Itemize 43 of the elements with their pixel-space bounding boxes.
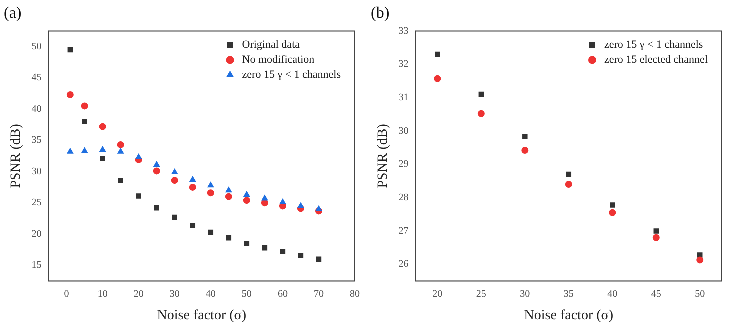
x-tick-label: 20 [432, 288, 443, 300]
x-tick-label: 40 [608, 288, 618, 300]
x-axis-title: Noise factor (σ) [157, 308, 247, 324]
x-tick-label: 35 [564, 288, 574, 300]
x-tick-label: 50 [242, 288, 252, 300]
y-axis-title: PSNR (dB) [376, 124, 392, 188]
chart-title: (a) [4, 4, 22, 22]
x-tick-label: 70 [314, 288, 324, 300]
y-tick-label: 29 [398, 159, 409, 170]
y-axis-title: PSNR (dB) [9, 124, 24, 188]
y-tick-label: 31 [398, 92, 409, 104]
y-tick-label: 26 [398, 259, 409, 270]
y-tick-label: 15 [32, 260, 42, 272]
legend-label: No modification [242, 54, 316, 66]
legend-label: Original data [242, 39, 300, 52]
x-tick-label: 45 [651, 288, 662, 300]
y-tick-label: 45 [32, 72, 42, 84]
legend-label: zero 15 γ < 1 channels [242, 69, 342, 82]
x-tick-label: 10 [98, 288, 108, 300]
x-tick-label: 80 [350, 288, 360, 300]
x-tick-label: 25 [476, 288, 486, 300]
y-tick-label: 25 [32, 198, 42, 209]
y-tick-label: 30 [398, 126, 409, 137]
x-tick-label: 20 [134, 288, 144, 300]
x-tick-label: 60 [278, 288, 288, 300]
legend-label: zero 15 γ < 1 channels [604, 39, 704, 52]
y-tick-label: 30 [32, 166, 42, 178]
y-tick-label: 50 [32, 41, 42, 52]
y-tick-label: 33 [398, 26, 409, 37]
y-tick-label: 40 [32, 104, 42, 115]
y-tick-label: 27 [398, 226, 409, 237]
x-tick-label: 0 [64, 288, 70, 300]
x-tick-label: 50 [695, 288, 706, 300]
x-axis-title: Noise factor (σ) [524, 308, 614, 324]
y-tick-label: 32 [398, 59, 409, 70]
y-tick-label: 35 [32, 135, 42, 146]
chart-title: (b) [371, 4, 390, 22]
x-tick-label: 40 [206, 288, 216, 300]
legend-label: zero 15 elected channel [604, 54, 708, 66]
x-tick-label: 30 [520, 288, 530, 300]
y-tick-label: 20 [32, 228, 42, 240]
y-tick-label: 28 [398, 192, 409, 204]
x-tick-label: 30 [170, 288, 180, 300]
